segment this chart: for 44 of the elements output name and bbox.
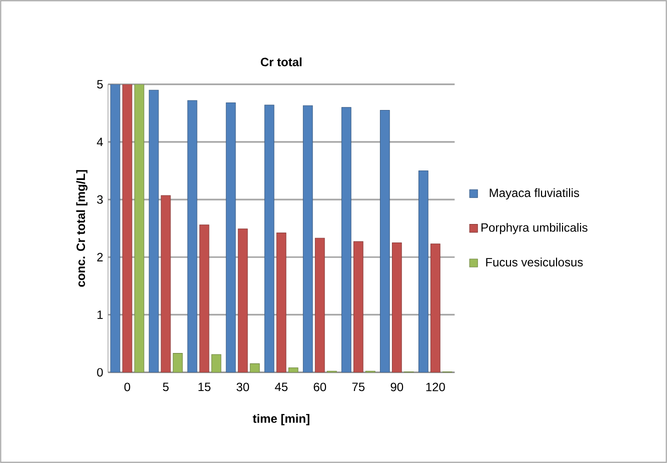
bar: [380, 110, 390, 372]
legend-label: Mayaca fluviatilis: [490, 188, 580, 200]
x-tick-label: 0: [124, 382, 130, 392]
bar: [353, 241, 364, 372]
y-tick-label: 5: [97, 80, 103, 89]
x-tick-label: 75: [352, 382, 365, 392]
bar: [226, 102, 236, 372]
y-tick-label: 0: [97, 368, 103, 377]
bar: [211, 354, 222, 372]
bar: [160, 195, 171, 372]
bar: [172, 353, 183, 372]
y-tick-label: 3: [97, 195, 103, 204]
bar: [122, 84, 132, 372]
legend-label: Fucus vesiculosus: [486, 258, 583, 266]
bar: [288, 367, 298, 372]
bar: [187, 100, 198, 372]
chart-title: Cr total: [260, 57, 302, 66]
bar: [276, 232, 286, 372]
x-tick-label: 45: [274, 382, 288, 392]
bar: [314, 238, 325, 372]
bar: [134, 84, 144, 372]
bar: [250, 363, 260, 372]
bar: [418, 170, 428, 372]
y-tick-label: 2: [97, 252, 103, 262]
bar: [392, 242, 402, 372]
bar: [302, 105, 313, 372]
bar: [199, 224, 210, 372]
bar: [238, 228, 248, 372]
bar: [341, 107, 352, 372]
x-tick-label: 30: [236, 382, 250, 392]
bar: [264, 104, 274, 372]
y-tick-label: 4: [96, 138, 103, 146]
y-axis-title: conc. Cr total [mg/L]: [76, 170, 88, 287]
bar: [110, 84, 120, 372]
bar: [430, 244, 440, 372]
bar: [148, 90, 159, 372]
x-tick-label: 5: [162, 382, 169, 392]
y-tick-label: 1: [98, 310, 103, 319]
legend-label: Porphyra umbilicalis: [482, 222, 588, 234]
x-axis-title: time [min]: [252, 414, 310, 426]
x-tick-label: 120: [426, 382, 445, 392]
x-tick-label: 90: [390, 382, 404, 392]
x-tick-label: 60: [314, 382, 326, 392]
x-tick-label: 15: [198, 382, 210, 392]
